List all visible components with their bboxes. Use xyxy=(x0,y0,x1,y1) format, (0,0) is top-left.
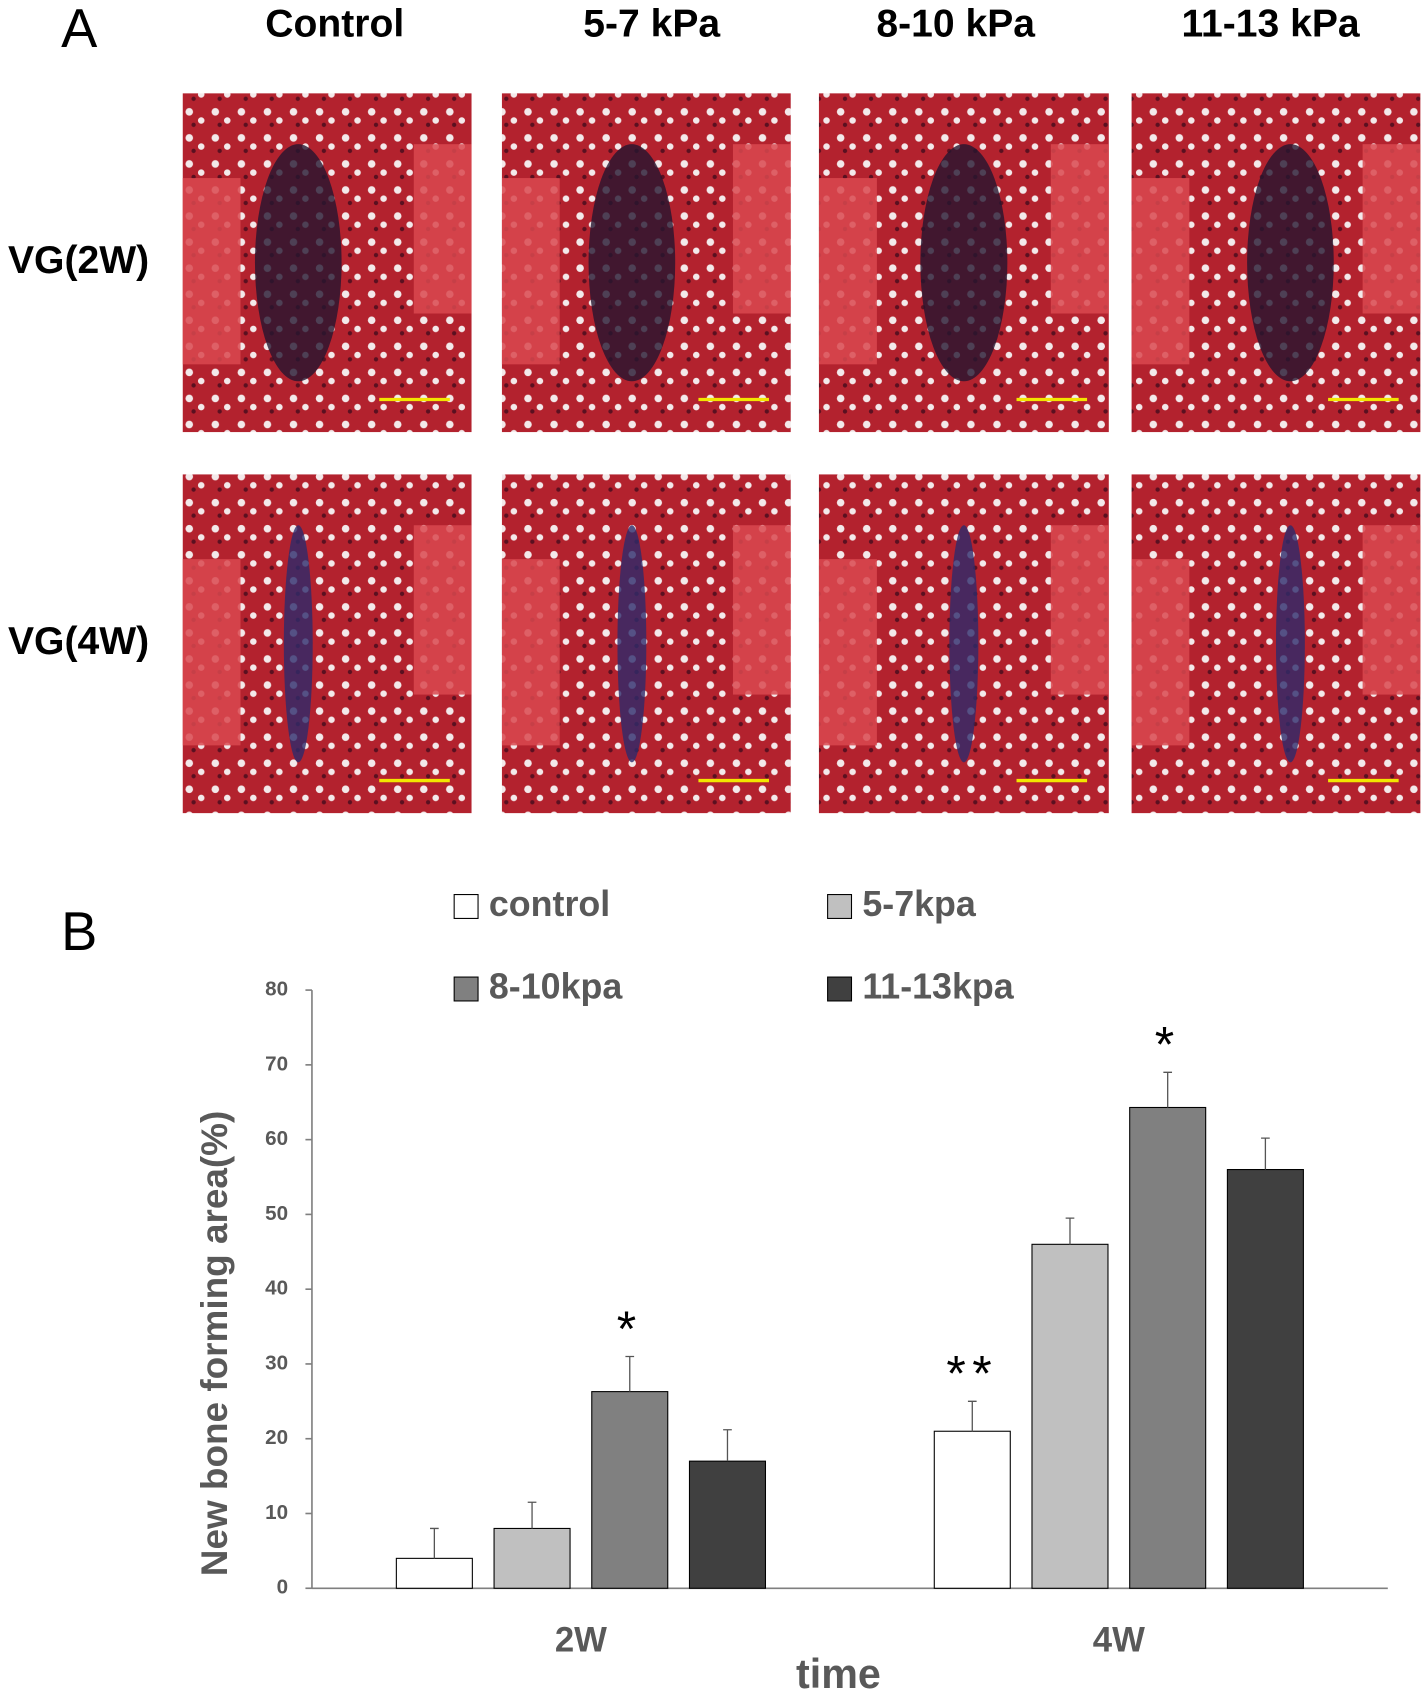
error-bar xyxy=(1065,1217,1075,1245)
cortical-bone xyxy=(413,525,472,695)
error-bar xyxy=(1261,1137,1270,1170)
cortical-bone xyxy=(1362,525,1421,695)
defect-region xyxy=(588,144,676,382)
column-header: 8-10 kPa xyxy=(876,2,1035,45)
y-tick-label: 0 xyxy=(277,1576,288,1599)
image-grid: Control 5-7 kPa 8-10 kPa 11-13 kPa VG(2W) VG(… xyxy=(8,2,1421,814)
error-bar xyxy=(430,1527,439,1559)
defect-region xyxy=(283,525,313,763)
bar xyxy=(1129,1106,1207,1589)
x-tick-label: 2W xyxy=(555,1622,607,1660)
legend-label: 5-7kpa xyxy=(862,884,977,924)
cortical-bone xyxy=(1362,144,1421,314)
defect-region xyxy=(1247,144,1334,382)
row-label: VG(2W) xyxy=(8,239,149,282)
legend-label: 8-10kpa xyxy=(489,966,623,1006)
cortical-bone xyxy=(413,144,472,314)
row-label: VG(4W) xyxy=(8,620,149,663)
defect-region xyxy=(920,144,1008,382)
y-axis-label: New bone forming area(%) xyxy=(194,1111,235,1577)
error-bar xyxy=(1163,1071,1173,1108)
error-bar xyxy=(625,1355,635,1392)
cortical-bone xyxy=(818,178,877,365)
y-tick-label: 70 xyxy=(265,1052,288,1075)
legend-swatch xyxy=(453,976,479,1002)
bar xyxy=(688,1460,767,1589)
bar xyxy=(1031,1243,1109,1589)
column-header: 5-7 kPa xyxy=(583,2,720,45)
cortical-bone xyxy=(1050,525,1109,695)
cortical-bone xyxy=(1131,559,1190,746)
legend-swatch xyxy=(453,894,479,919)
column-header: Control xyxy=(265,2,404,45)
legend-label: control xyxy=(489,884,610,924)
y-tick-label: 60 xyxy=(265,1127,288,1150)
cortical-bone xyxy=(501,559,560,746)
bar xyxy=(1226,1168,1304,1589)
y-tick-label: 40 xyxy=(265,1277,288,1300)
significance-mark: * xyxy=(617,1301,643,1357)
defect-region xyxy=(254,144,342,382)
y-tick-label: 80 xyxy=(265,978,288,1001)
cortical-bone xyxy=(1050,144,1109,314)
defect-region xyxy=(949,525,979,763)
cortical-bone xyxy=(182,559,241,746)
panel-label: A xyxy=(61,0,98,59)
x-tick-label: 4W xyxy=(1093,1622,1145,1660)
error-bar xyxy=(967,1400,977,1432)
defect-region xyxy=(617,525,647,763)
column-header: 11-13 kPa xyxy=(1181,2,1359,45)
legend-label: 11-13kpa xyxy=(862,966,1014,1006)
bar xyxy=(493,1527,571,1589)
bar xyxy=(591,1391,669,1589)
cortical-bone xyxy=(732,144,791,314)
cortical-bone xyxy=(1131,178,1190,365)
error-bar xyxy=(723,1429,732,1462)
panel-label: B xyxy=(61,901,97,962)
cortical-bone xyxy=(732,525,791,695)
cortical-bone xyxy=(182,178,241,365)
legend-swatch xyxy=(827,976,853,1002)
bar xyxy=(933,1430,1011,1589)
x-axis-label: time xyxy=(796,1651,881,1697)
y-tick-label: 50 xyxy=(265,1202,288,1225)
y-tick-label: 20 xyxy=(265,1426,288,1449)
cortical-bone xyxy=(501,178,560,365)
error-bar xyxy=(527,1501,537,1529)
significance-mark: * xyxy=(1155,1017,1181,1073)
cortical-bone xyxy=(818,559,877,746)
defect-region xyxy=(1275,525,1305,763)
bar-chart: 0 10 20 30 40 50 60 70 80 New bone forming area(%… xyxy=(194,884,1388,1697)
y-tick-label: 30 xyxy=(265,1351,288,1374)
bar xyxy=(395,1557,473,1589)
significance-mark: ** xyxy=(946,1346,998,1402)
y-tick-label: 10 xyxy=(265,1501,288,1524)
legend-swatch xyxy=(827,894,853,919)
